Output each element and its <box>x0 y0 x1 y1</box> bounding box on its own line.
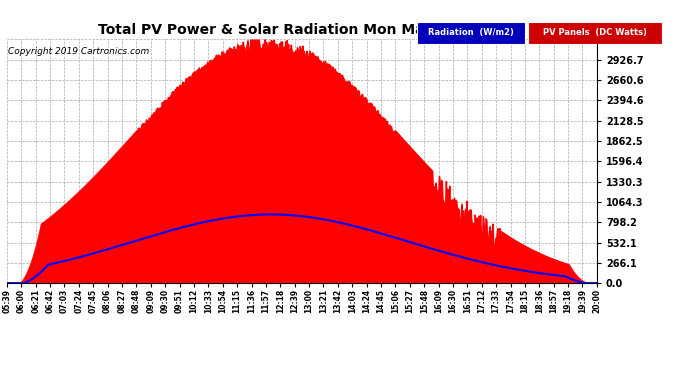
Bar <box>528 22 662 44</box>
Bar <box>417 22 525 44</box>
Text: Radiation  (W/m2): Radiation (W/m2) <box>428 28 514 38</box>
Text: PV Panels  (DC Watts): PV Panels (DC Watts) <box>543 28 647 38</box>
Title: Total PV Power & Solar Radiation Mon May 13 20:03: Total PV Power & Solar Radiation Mon May… <box>97 23 506 37</box>
Text: Copyright 2019 Cartronics.com: Copyright 2019 Cartronics.com <box>8 47 150 56</box>
